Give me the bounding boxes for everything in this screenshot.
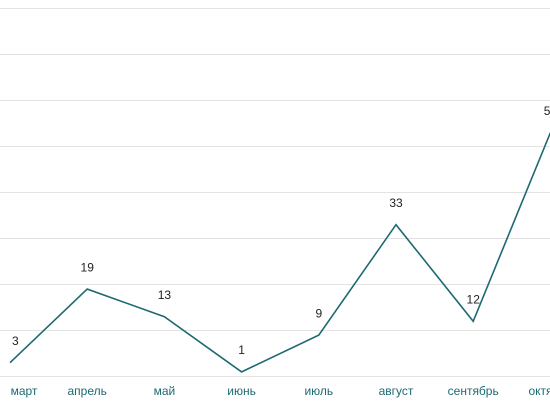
x-tick-label: сентябрь xyxy=(448,384,499,398)
data-label: 53 xyxy=(544,104,550,118)
data-label: 19 xyxy=(81,260,95,274)
x-tick-label: апрель xyxy=(68,384,107,398)
data-label: 12 xyxy=(467,292,481,306)
data-label: 3 xyxy=(12,334,19,348)
data-label: 1 xyxy=(238,343,245,357)
x-tick-label: март xyxy=(11,384,38,398)
x-tick-label: июль xyxy=(304,384,333,398)
data-label: 9 xyxy=(315,306,322,320)
line xyxy=(9,132,550,373)
data-label: 13 xyxy=(158,288,172,302)
data-label: 33 xyxy=(389,196,403,210)
x-tick-label: октябрь xyxy=(528,384,550,398)
x-tick-label: июнь xyxy=(227,384,256,398)
x-tick-label: август xyxy=(379,384,414,398)
x-tick-label: май xyxy=(154,384,176,398)
